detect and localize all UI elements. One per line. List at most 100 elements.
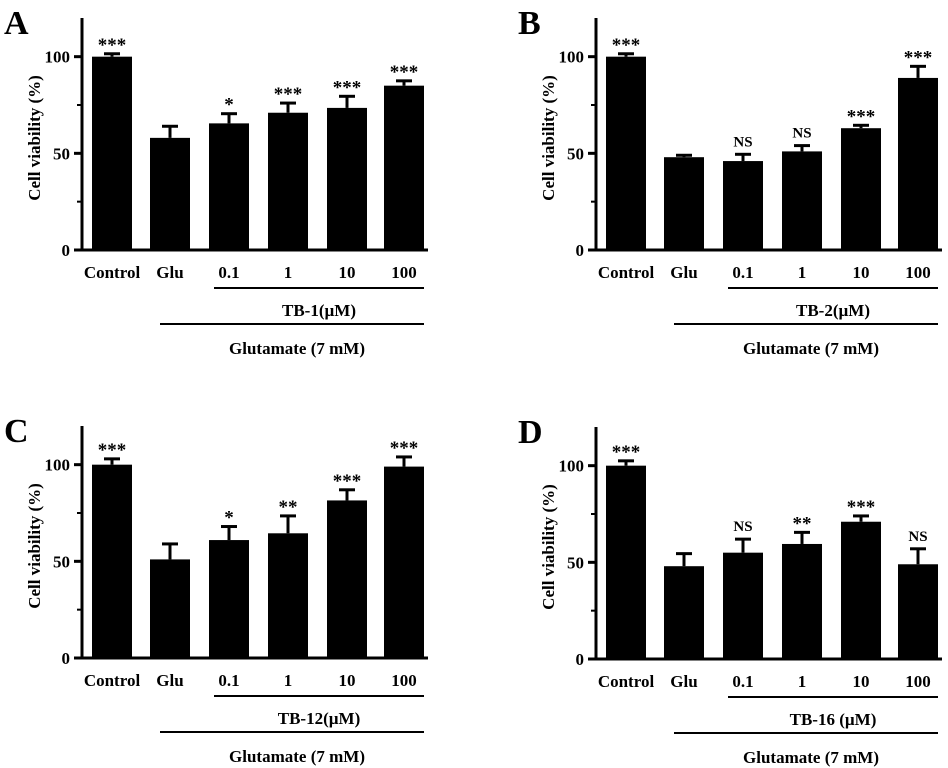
y-axis-label: Cell viability (%): [539, 484, 558, 610]
condition-label: Glutamate (7 mM): [743, 339, 879, 358]
significance-label-5: ***: [390, 62, 419, 83]
bar-0: [606, 465, 646, 659]
bar-4: [327, 107, 367, 251]
category-label-4: 10: [853, 672, 870, 691]
significance-label-5: ***: [904, 47, 933, 68]
category-label-1: Glu: [670, 263, 697, 282]
bar-2: [723, 161, 763, 250]
category-label-1: Glu: [156, 671, 183, 690]
treatment-label: TB-12(µM): [278, 709, 361, 728]
bar-0: [92, 56, 132, 250]
bar-3: [782, 543, 822, 659]
significance-label-5: ***: [390, 438, 419, 459]
treatment-label: TB-2(µM): [796, 301, 870, 320]
significance-label-5: NS: [908, 529, 927, 545]
significance-label-2: NS: [733, 519, 752, 535]
bar-5: [384, 466, 424, 658]
significance-label-2: NS: [733, 134, 752, 150]
category-label-0: Control: [84, 263, 141, 282]
condition-label: Glutamate (7 mM): [229, 747, 365, 766]
condition-label: Glutamate (7 mM): [229, 339, 365, 358]
category-label-3: 1: [798, 672, 807, 691]
significance-label-0: ***: [98, 35, 127, 56]
bar-4: [841, 128, 881, 250]
treatment-label: TB-1(µM): [282, 301, 356, 320]
bar-5: [898, 564, 938, 659]
category-label-3: 1: [798, 263, 807, 282]
bar-1: [664, 566, 704, 659]
significance-label-0: ***: [612, 35, 641, 56]
bar-5: [384, 85, 424, 251]
category-label-2: 0.1: [218, 263, 239, 282]
category-label-5: 100: [905, 263, 931, 282]
bar-0: [92, 464, 132, 658]
category-label-4: 10: [339, 671, 356, 690]
y-tick-label: 50: [567, 144, 584, 163]
category-label-0: Control: [84, 671, 141, 690]
y-axis-label: Cell viability (%): [539, 75, 558, 201]
significance-label-3: **: [279, 497, 298, 518]
significance-label-4: ***: [333, 471, 362, 492]
bar-3: [268, 112, 308, 250]
y-tick-label: 100: [559, 48, 585, 67]
y-tick-label: 50: [567, 553, 584, 572]
significance-label-3: **: [793, 513, 812, 534]
y-tick-label: 100: [45, 456, 71, 475]
bar-2: [209, 540, 249, 658]
y-axis-label: Cell viability (%): [25, 483, 44, 609]
significance-label-4: ***: [333, 77, 362, 98]
category-label-1: Glu: [670, 672, 697, 691]
bar-4: [841, 521, 881, 659]
panel-label: A: [4, 5, 29, 42]
bar-2: [723, 552, 763, 659]
panel-label: B: [518, 5, 541, 42]
y-tick-label: 50: [53, 144, 70, 163]
category-label-1: Glu: [156, 263, 183, 282]
treatment-label: TB-16 (µM): [790, 710, 877, 729]
category-label-2: 0.1: [218, 671, 239, 690]
condition-label: Glutamate (7 mM): [743, 748, 879, 767]
y-tick-label: 100: [45, 48, 71, 67]
significance-label-4: ***: [847, 497, 876, 518]
significance-label-0: ***: [612, 442, 641, 463]
significance-label-0: ***: [98, 440, 127, 461]
category-label-0: Control: [598, 672, 655, 691]
category-label-3: 1: [284, 263, 293, 282]
category-label-4: 10: [339, 263, 356, 282]
y-tick-label: 50: [53, 552, 70, 571]
y-axis-label: Cell viability (%): [25, 75, 44, 201]
panel-label: D: [518, 414, 543, 451]
y-tick-label: 100: [559, 457, 585, 476]
bar-1: [664, 157, 704, 250]
bar-5: [898, 77, 938, 250]
bar-3: [268, 533, 308, 658]
category-label-2: 0.1: [732, 263, 753, 282]
y-tick-label: 0: [62, 649, 71, 668]
y-tick-label: 0: [62, 241, 71, 260]
y-tick-label: 0: [576, 241, 585, 260]
category-label-5: 100: [391, 671, 417, 690]
significance-label-3: NS: [792, 126, 811, 142]
significance-label-2: *: [224, 95, 234, 116]
category-label-5: 100: [905, 672, 931, 691]
category-label-0: Control: [598, 263, 655, 282]
bar-4: [327, 500, 367, 658]
bar-2: [209, 123, 249, 250]
category-label-4: 10: [853, 263, 870, 282]
category-label-5: 100: [391, 263, 417, 282]
significance-label-2: *: [224, 508, 234, 529]
panel-label: C: [4, 413, 29, 450]
significance-label-3: ***: [274, 84, 303, 105]
category-label-2: 0.1: [732, 672, 753, 691]
category-label-3: 1: [284, 671, 293, 690]
bar-1: [150, 137, 190, 250]
bar-3: [782, 151, 822, 250]
y-tick-label: 0: [576, 650, 585, 669]
bar-0: [606, 56, 646, 250]
significance-label-4: ***: [847, 106, 876, 127]
